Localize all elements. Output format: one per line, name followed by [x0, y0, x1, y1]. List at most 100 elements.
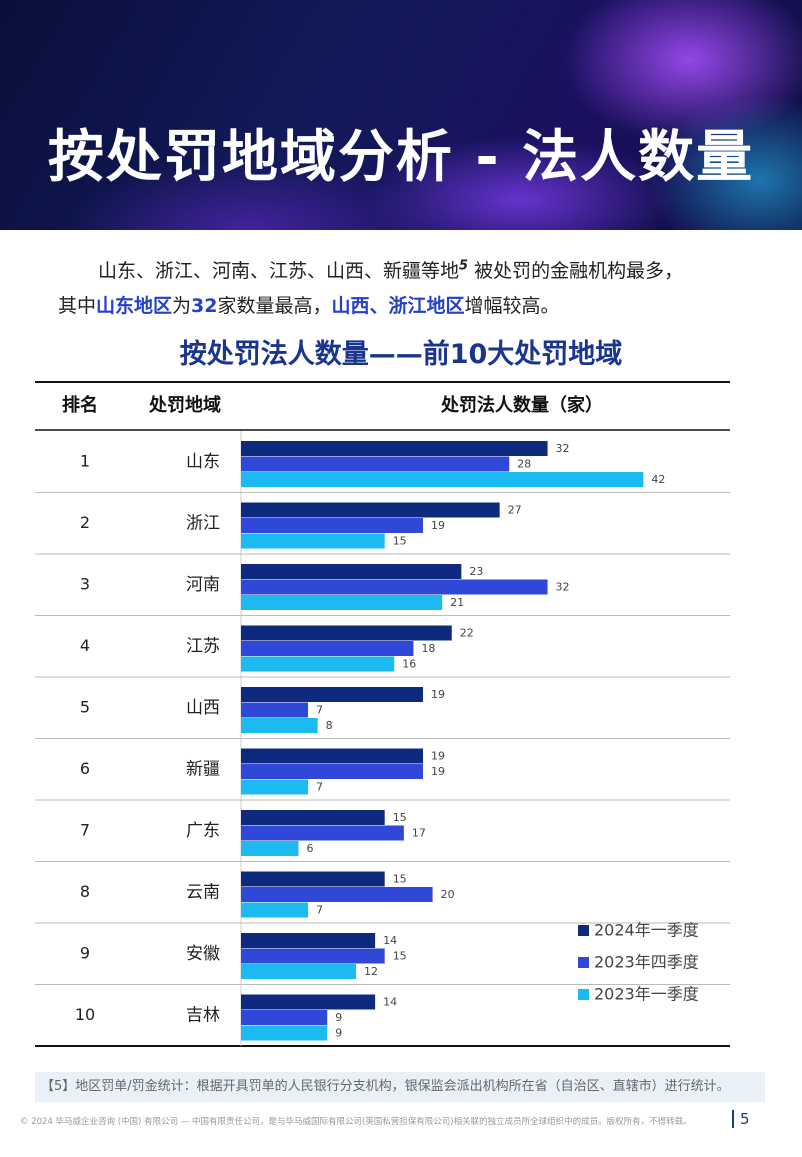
- legend-label: 2024年一季度: [594, 921, 699, 940]
- region-label: 吉林: [186, 1006, 220, 1026]
- rank: 7: [80, 821, 90, 840]
- bar: [241, 779, 309, 795]
- bar: [241, 1010, 328, 1025]
- rank: 3: [80, 575, 90, 594]
- region-label: 广东: [186, 821, 220, 841]
- bar: [241, 595, 443, 610]
- region-label: 新疆: [186, 760, 220, 780]
- rank: 4: [80, 636, 90, 655]
- bar: [241, 441, 548, 456]
- region-label: 浙江: [186, 514, 220, 534]
- intro-line: 山东、浙江、河南、江苏、山西、新疆等地5 被处罚的金融机构最多，: [98, 256, 683, 283]
- data-label: 19: [431, 750, 445, 763]
- data-label: 19: [431, 688, 445, 701]
- data-label: 6: [306, 842, 313, 855]
- bar: [241, 887, 433, 902]
- column-header: 排名: [62, 394, 98, 416]
- rank: 1: [80, 452, 90, 471]
- data-label: 28: [517, 458, 531, 471]
- data-label: 20: [441, 888, 455, 901]
- bar: [241, 625, 452, 641]
- bar: [241, 502, 500, 518]
- data-label: 15: [393, 811, 407, 824]
- chart-title: 按处罚法人数量——前10大处罚地域: [179, 339, 623, 370]
- data-label: 12: [364, 965, 378, 978]
- legend-swatch: [578, 925, 589, 936]
- bar: [241, 579, 548, 595]
- page-title: 按处罚地域分析 - 法人数量: [47, 125, 755, 190]
- region-label: 安徽: [186, 944, 220, 964]
- intro-text: 5: [459, 258, 469, 274]
- rank: 8: [80, 882, 90, 901]
- data-label: 7: [316, 704, 323, 717]
- bar: [241, 641, 414, 656]
- data-label: 19: [431, 519, 445, 532]
- data-label: 7: [316, 781, 323, 794]
- bar: [241, 764, 424, 779]
- intro-text: 山西、浙江地区: [331, 295, 465, 317]
- intro-text: 家数量最高，: [217, 295, 332, 317]
- data-label: 15: [393, 535, 407, 548]
- bar: [241, 748, 424, 764]
- legend-swatch: [578, 989, 589, 1000]
- data-label: 15: [393, 873, 407, 886]
- legend-label: 2023年四季度: [594, 953, 699, 972]
- rank: 6: [80, 759, 90, 778]
- bar: [241, 1025, 328, 1041]
- data-label: 19: [431, 765, 445, 778]
- footnote: 【5】地区罚单/罚金统计：根据开具罚单的人民银行分支机构，银保监会派出机构所在省…: [35, 1072, 765, 1102]
- region-label: 山西: [186, 698, 220, 718]
- legend-swatch: [578, 957, 589, 968]
- data-label: 16: [402, 658, 416, 671]
- intro-line: 其中山东地区为32家数量最高，山西、浙江地区增幅较高。: [58, 291, 560, 318]
- bar: [241, 518, 424, 533]
- data-label: 15: [393, 950, 407, 963]
- column-header: 处罚法人数量（家）: [440, 394, 603, 416]
- bar: [241, 533, 385, 549]
- data-label: 7: [316, 904, 323, 917]
- bar: [241, 948, 385, 964]
- data-label: 18: [421, 642, 435, 655]
- region-label: 江苏: [186, 637, 220, 657]
- data-label: 27: [508, 504, 522, 517]
- bar: [241, 687, 424, 702]
- intro-text: 增幅较高。: [464, 295, 560, 317]
- intro-text: 山东地区: [96, 295, 173, 317]
- bar: [241, 718, 318, 733]
- bar: [241, 810, 385, 825]
- bar: [241, 871, 385, 887]
- intro-text: 32: [191, 295, 218, 317]
- data-label: 9: [335, 1011, 342, 1024]
- legend-label: 2023年一季度: [594, 985, 699, 1004]
- data-label: 32: [556, 442, 570, 455]
- data-label: 23: [469, 565, 483, 578]
- bar: [241, 564, 462, 579]
- bar: [241, 994, 376, 1010]
- intro-text: 被处罚的金融机构最多，: [468, 260, 684, 282]
- bar: [241, 841, 299, 856]
- intro-text: 其中: [58, 295, 97, 317]
- header-banner: 按处罚地域分析 - 法人数量: [0, 0, 802, 230]
- bar: [241, 964, 356, 979]
- data-label: 42: [651, 473, 665, 486]
- bar: [241, 472, 644, 487]
- rank: 10: [75, 1005, 95, 1024]
- data-label: 8: [326, 719, 333, 732]
- page-number: 5: [732, 1110, 750, 1128]
- data-label: 21: [450, 596, 464, 609]
- data-label: 9: [335, 1027, 342, 1040]
- bar: [241, 902, 309, 918]
- bar: [241, 702, 309, 718]
- intro-text: 为: [172, 295, 192, 317]
- column-header: 处罚地域: [148, 394, 221, 416]
- region-label: 云南: [186, 883, 220, 903]
- rank: 9: [80, 944, 90, 963]
- bar: [241, 933, 376, 948]
- data-label: 14: [383, 934, 397, 947]
- rank: 5: [80, 698, 90, 717]
- region-label: 河南: [186, 575, 220, 595]
- copyright: © 2024 毕马威企业咨询 (中国) 有限公司 — 中国有限责任公司，是与毕马…: [20, 1117, 692, 1127]
- region-label: 山东: [186, 452, 220, 472]
